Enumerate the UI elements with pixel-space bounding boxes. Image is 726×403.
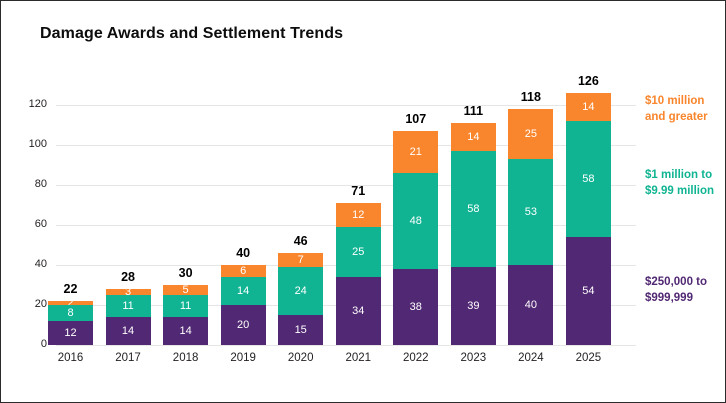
x-tick-label: 2021: [345, 352, 372, 364]
segment-orange: 21: [393, 131, 439, 173]
segment-orange: 2: [48, 297, 93, 308]
segment-teal: 11: [163, 295, 209, 317]
legend-item-purple: $250,000 to $999,999: [645, 276, 708, 304]
bar-stack: 6 14 20: [220, 265, 266, 345]
x-tick-label: 2025: [575, 352, 602, 364]
segment-teal: 58: [450, 151, 496, 267]
bar-2016: 22 2 8 12 2016: [48, 282, 93, 364]
x-tick-label: 2024: [518, 352, 544, 364]
bar-stack: 21 48 38: [393, 131, 439, 345]
gridline: [56, 145, 636, 146]
segment-teal: 24: [278, 267, 324, 315]
bar-series-area: 22 2 8 12 2016 28 3 11 14 2017 30 5 11 14 2018 40 6 14 20 2…: [48, 74, 611, 364]
bar-total-label: 107: [405, 112, 427, 126]
bar-total-label: 118: [520, 90, 541, 104]
bar-total-label: 28: [121, 270, 135, 284]
x-tick-label: 2018: [172, 352, 199, 364]
segment-orange: 25: [508, 109, 554, 159]
bar-stack: 12 25 34: [335, 203, 381, 345]
bar-stack: 3 11 14: [105, 286, 151, 345]
segment-teal: 25: [335, 227, 381, 277]
segment-purple: 14: [163, 317, 209, 345]
gridline: [56, 105, 636, 106]
bar-total-label: 46: [293, 234, 308, 248]
bar-total-label: 22: [63, 282, 78, 296]
bar-2024: 118 25 53 40 2024: [508, 90, 554, 364]
segment-orange: 7: [278, 253, 324, 267]
bar-stack: 14 58 54: [565, 93, 611, 345]
x-tick-label: 2017: [115, 352, 141, 364]
segment-orange: 14: [450, 123, 496, 151]
bar-2018: 30 5 11 14 2018: [163, 266, 209, 364]
bar-stack: 14 58 39: [450, 123, 496, 345]
segment-purple: 15: [278, 315, 324, 345]
y-tick-label: 60: [34, 218, 47, 230]
bar-2017: 28 3 11 14 2017: [105, 270, 151, 364]
segment-purple: 34: [335, 277, 381, 345]
bar-2023: 111 14 58 39 2023: [450, 104, 496, 364]
bar-total-label: 40: [236, 246, 251, 260]
y-tick-label: 80: [34, 178, 47, 190]
segment-orange: 3: [105, 286, 151, 297]
segment-teal: 58: [565, 121, 611, 237]
bar-2022: 107 21 48 38 2022: [393, 112, 439, 364]
legend-item-teal: $1 million to $9.99 million: [645, 169, 715, 197]
bar-stack: 2 8 12: [48, 297, 93, 345]
segment-teal: 14: [220, 277, 266, 305]
y-tick-label: 100: [28, 138, 47, 150]
segment-purple: 38: [393, 269, 439, 345]
x-tick-label: 2023: [460, 352, 487, 364]
chart-title: Damage Awards and Settlement Trends: [40, 25, 344, 42]
gridline: [56, 185, 636, 186]
segment-teal: 8: [48, 305, 93, 321]
x-tick-label: 2019: [230, 352, 256, 364]
bar-total-label: 111: [463, 104, 484, 118]
segment-purple: 40: [508, 265, 554, 345]
segment-orange: 6: [220, 265, 266, 277]
segment-purple: 14: [105, 317, 151, 345]
bar-total-label: 71: [351, 184, 366, 198]
gridline: [56, 345, 636, 346]
segment-purple: 12: [48, 321, 93, 345]
segment-teal: 53: [508, 159, 554, 265]
segment-purple: 39: [450, 267, 496, 345]
y-tick-label: 0: [40, 338, 47, 350]
bar-2021: 71 12 25 34 2021: [335, 184, 381, 364]
bar-total-label: 126: [577, 74, 599, 88]
x-tick-label: 2022: [402, 352, 429, 364]
segment-teal: 48: [393, 173, 439, 269]
segment-purple: 20: [220, 305, 266, 345]
segment-orange: 12: [335, 203, 381, 227]
bar-2025: 126 14 58 54 2025: [565, 74, 611, 364]
segment-orange: 5: [163, 284, 209, 295]
legend-item-orange: $10 million and greater: [645, 95, 708, 123]
x-tick-label: 2016: [57, 352, 84, 364]
segment-orange: 14: [565, 93, 611, 121]
bar-stack: 5 11 14: [163, 284, 209, 345]
segment-purple: 54: [565, 237, 611, 345]
bar-2019: 40 6 14 20 2019: [220, 246, 266, 364]
bar-stack: 7 24 15: [278, 253, 324, 345]
y-tick-label: 120: [28, 98, 47, 110]
y-tick-label: 40: [34, 258, 47, 270]
y-tick-label: 20: [34, 298, 47, 310]
x-tick-label: 2020: [287, 352, 314, 364]
segment-teal: 11: [105, 295, 151, 317]
bar-stack: 25 53 40: [508, 109, 554, 345]
bar-total-label: 30: [178, 266, 193, 280]
bar-2020: 46 7 24 15 2020: [278, 234, 324, 364]
